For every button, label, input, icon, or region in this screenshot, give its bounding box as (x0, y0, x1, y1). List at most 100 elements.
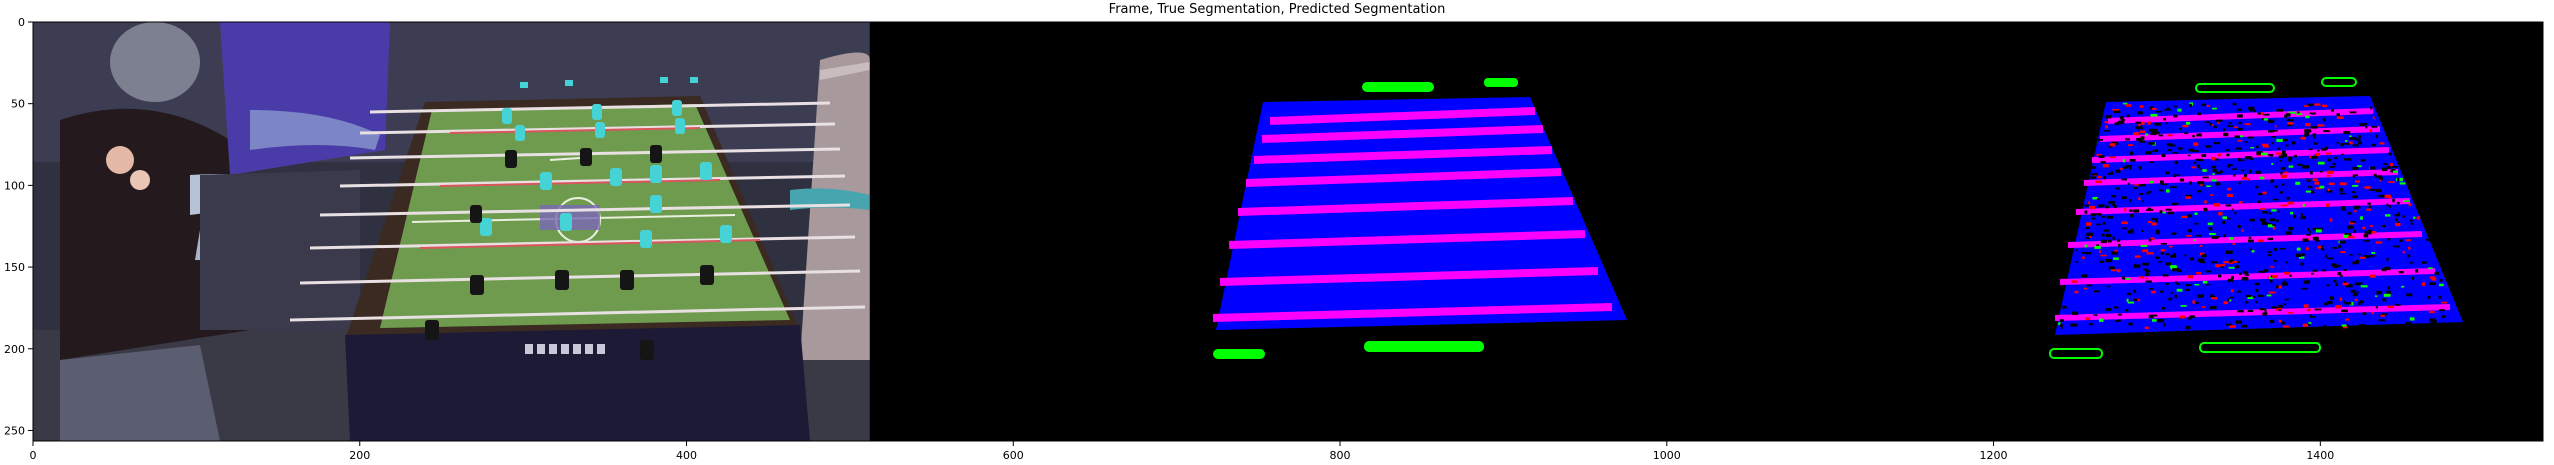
noise-speckle (2165, 208, 2172, 211)
noise-speckle (2280, 191, 2283, 194)
noise-speckle (2307, 238, 2310, 241)
noise-speckle (2272, 198, 2279, 201)
noise-speckle (2288, 312, 2294, 314)
noise-speckle (2203, 207, 2208, 210)
noise-speckle (2204, 121, 2210, 123)
noise-speckle (2105, 308, 2112, 311)
noise-speckle (2169, 265, 2177, 268)
noise-speckle (2223, 301, 2229, 305)
noise-speckle (2125, 138, 2130, 141)
x-tick-label: 1200 (1980, 449, 2008, 462)
noise-speckle (2232, 243, 2236, 245)
noise-speckle (2255, 170, 2261, 174)
noise-speckle (2439, 309, 2445, 312)
noise-speckle (2194, 284, 2200, 286)
noise-speckle (2285, 113, 2291, 117)
noise-speckle (2244, 141, 2248, 143)
noise-speckle (2348, 225, 2351, 230)
noise-speckle (2206, 104, 2210, 107)
noise-speckle (2207, 222, 2213, 226)
noise-speckle (2058, 322, 2061, 326)
noise-speckle (2390, 169, 2396, 171)
noise-speckle (2127, 301, 2135, 304)
noise-speckle (2297, 163, 2303, 166)
noise-speckle (2134, 187, 2138, 190)
y-tick-label: 150 (4, 261, 25, 274)
noise-speckle (2397, 325, 2404, 327)
noise-speckle (2405, 321, 2412, 325)
noise-speckle (2091, 217, 2096, 220)
noise-speckle (2428, 267, 2433, 270)
noise-speckle (2086, 222, 2092, 226)
noise-speckle (2140, 137, 2145, 140)
noise-speckle (2092, 197, 2098, 200)
noise-speckle (2268, 291, 2276, 294)
noise-speckle (2238, 201, 2243, 204)
noise-speckle (2327, 188, 2330, 192)
noise-speckle (2248, 109, 2254, 112)
noise-speckle (2187, 316, 2192, 320)
noise-speckle (2140, 130, 2146, 134)
noise-speckle (2157, 319, 2164, 323)
noise-speckle (2247, 178, 2250, 181)
noise-speckle (2192, 135, 2195, 138)
noise-speckle (2309, 112, 2313, 114)
noise-speckle (2150, 113, 2158, 117)
noise-speckle (2327, 158, 2331, 162)
noise-speckle (2290, 211, 2293, 215)
noise-speckle (2255, 288, 2259, 293)
noise-speckle (2151, 217, 2158, 221)
noise-speckle (2145, 280, 2152, 283)
noise-speckle (2274, 125, 2277, 128)
noise-speckle (2364, 186, 2371, 189)
noise-speckle (2152, 319, 2157, 322)
noise-speckle (2158, 260, 2163, 263)
noise-speckle (2384, 266, 2391, 271)
noise-speckle (2396, 202, 2400, 205)
noise-speckle (2343, 281, 2347, 284)
noise-speckle (2409, 219, 2413, 222)
noise-speckle (2167, 134, 2173, 137)
noise-speckle (2276, 285, 2279, 289)
noise-speckle (2088, 323, 2093, 326)
noise-speckle (2334, 264, 2341, 267)
noise-speckle (2201, 103, 2206, 106)
noise-speckle (2288, 111, 2296, 114)
noise-speckle (2206, 270, 2212, 273)
noise-speckle (2300, 216, 2306, 220)
noise-speckle (2248, 236, 2252, 240)
noise-speckle (2118, 243, 2121, 248)
noise-speckle (2209, 233, 2216, 235)
noise-speckle (2251, 250, 2255, 253)
noise-speckle (2267, 237, 2274, 241)
noise-speckle (2385, 214, 2391, 217)
noise-speckle (2282, 325, 2290, 328)
noise-speckle (2144, 326, 2149, 329)
x-tick-label: 1000 (1653, 449, 1681, 462)
noise-speckle (2139, 105, 2144, 108)
noise-speckle (2306, 178, 2309, 182)
noise-speckle (2097, 139, 2103, 141)
noise-speckle (2166, 143, 2173, 147)
noise-speckle (2138, 140, 2146, 143)
noise-speckle (2340, 251, 2346, 253)
noise-speckle (2396, 177, 2403, 182)
noise-speckle (2114, 306, 2119, 309)
noise-speckle (2304, 132, 2310, 136)
figure-title: Frame, True Segmentation, Predicted Segm… (1108, 2, 1446, 17)
noise-speckle (2149, 180, 2154, 184)
noise-speckle (2176, 174, 2181, 176)
noise-speckle (2140, 136, 2145, 138)
noise-speckle (2101, 233, 2105, 237)
noise-speckle (2442, 315, 2446, 318)
noise-speckle (2300, 136, 2306, 140)
noise-speckle (2376, 290, 2382, 295)
noise-speckle (2337, 272, 2342, 276)
noise-speckle (2255, 300, 2258, 304)
noise-speckle (2114, 122, 2119, 126)
noise-speckle (2187, 214, 2192, 218)
noise-speckle (2339, 240, 2346, 244)
noise-speckle (2348, 284, 2352, 286)
noise-speckle (2245, 156, 2252, 160)
noise-speckle (2390, 163, 2393, 167)
